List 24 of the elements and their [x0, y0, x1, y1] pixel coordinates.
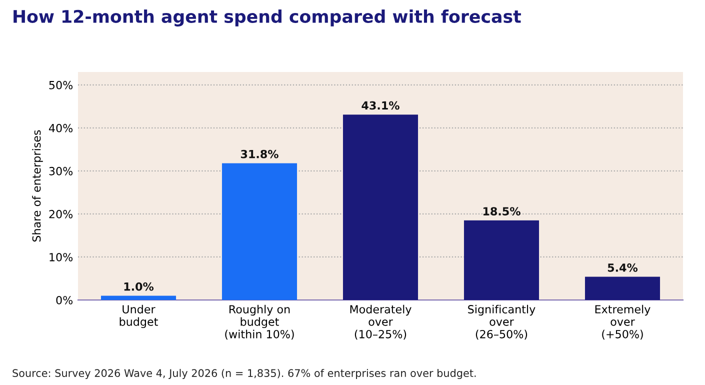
source-note: Source: Survey 2026 Wave 4, July 2026 (n = 1,835). 67% of enterprises ran over budget. [12, 368, 476, 380]
y-tick-label: 40% [48, 124, 73, 132]
chart-title: How 12-month agent spend compared with forecast [14, 10, 521, 26]
y-tick-label: 30% [49, 166, 73, 176]
x-tick-label: Under budget [120, 304, 158, 328]
x-tick-label: Moderately over (10–25%) [350, 304, 412, 340]
y-tick-label: 10% [50, 252, 73, 262]
bar [342, 114, 418, 300]
y-axis-title: Share of enterprises [32, 130, 43, 242]
data-label: 18.5% [483, 207, 520, 216]
bar [222, 163, 298, 300]
x-tick-label: Extremely over (+50%) [595, 304, 650, 340]
y-tick-label: 0% [56, 296, 73, 304]
bar [584, 276, 660, 300]
y-tick-label: 50% [49, 80, 73, 90]
y-tick-label: 20% [49, 210, 73, 218]
data-label: 5.4% [608, 263, 638, 272]
bar [464, 220, 540, 300]
data-label: 1.0% [124, 282, 154, 291]
data-label: 31.8% [240, 150, 278, 158]
bar [100, 296, 176, 300]
x-tick-label: Significantly over (26–50%) [468, 304, 536, 340]
x-tick-label: Roughly on budget (within 10%) [225, 304, 294, 340]
data-label: 43.1% [362, 101, 400, 110]
